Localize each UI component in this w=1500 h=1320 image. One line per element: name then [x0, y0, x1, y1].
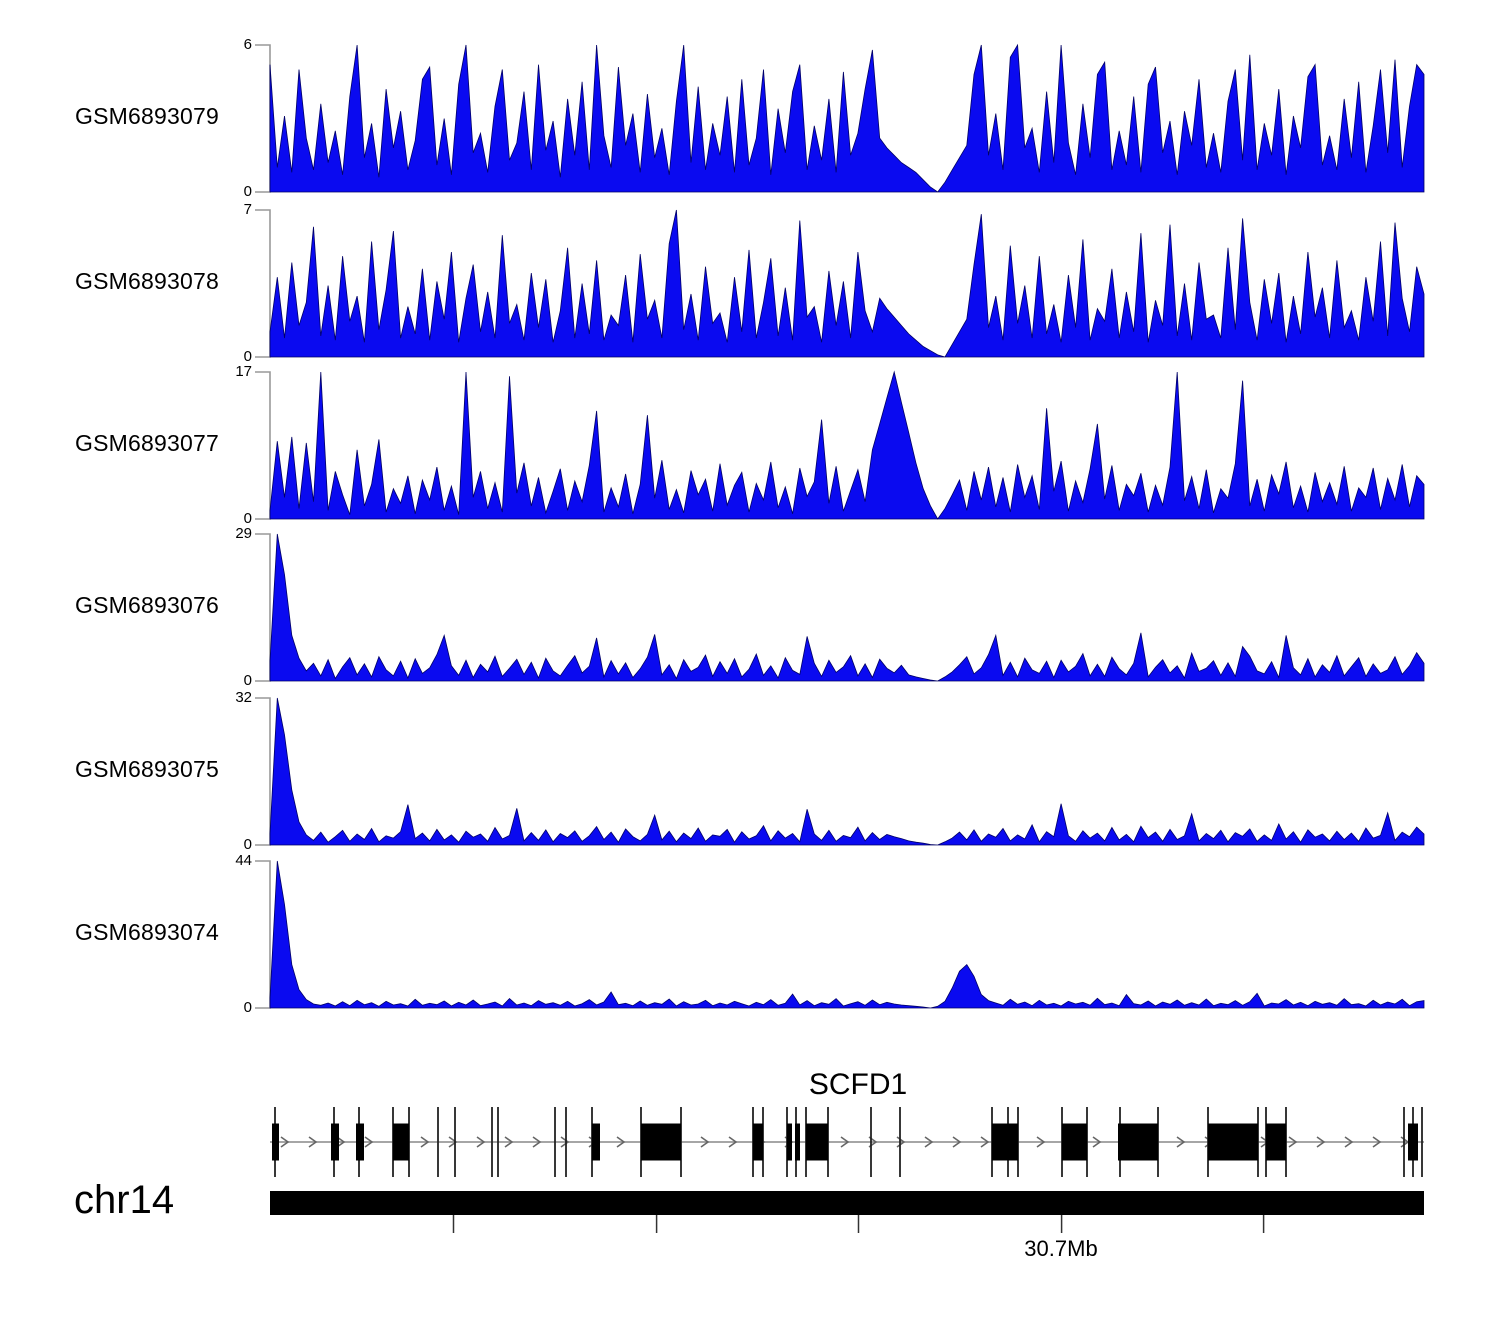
coverage-track-GSM6893076	[255, 533, 1425, 682]
track-label-GSM6893076: GSM6893076	[75, 592, 219, 618]
y-zero-label: 0	[243, 183, 252, 200]
strand-arrow-icon	[1288, 1136, 1298, 1148]
exon-box	[1408, 1123, 1418, 1161]
exon-box	[795, 1123, 800, 1161]
strand-arrow-icon	[616, 1136, 626, 1148]
strand-arrow-icon	[308, 1136, 318, 1148]
exon-box	[806, 1123, 828, 1161]
exon-box	[1208, 1123, 1258, 1161]
track-label-GSM6893078: GSM6893078	[75, 268, 219, 294]
exon-box	[356, 1123, 364, 1161]
exon-box	[393, 1123, 409, 1161]
strand-arrow-icon	[532, 1136, 542, 1148]
y-zero-label: 0	[243, 999, 252, 1016]
strand-arrow-icon	[476, 1136, 486, 1148]
strand-arrow-icon	[1372, 1136, 1382, 1148]
coverage-area	[269, 370, 1425, 520]
track-label-GSM6893074: GSM6893074	[75, 919, 219, 945]
y-zero-label: 0	[243, 510, 252, 527]
track-label-GSM6893077: GSM6893077	[75, 430, 219, 456]
coverage-track-GSM6893079	[255, 43, 1425, 193]
gene-name-label: SCFD1	[808, 1068, 908, 1101]
strand-arrow-icon	[700, 1136, 710, 1148]
exon-box	[331, 1123, 339, 1161]
strand-arrow-icon	[924, 1136, 934, 1148]
track-label-GSM6893075: GSM6893075	[75, 756, 219, 782]
coverage-area	[269, 209, 1425, 358]
strand-arrow-icon	[1092, 1136, 1102, 1148]
y-zero-label: 0	[243, 836, 252, 853]
y-axis	[255, 533, 271, 682]
exon-box	[753, 1123, 763, 1161]
strand-arrow-icon	[364, 1136, 374, 1148]
y-axis	[255, 860, 271, 1009]
exon-box	[272, 1123, 279, 1161]
y-axis	[255, 697, 271, 846]
y-axis	[255, 44, 271, 193]
strand-arrow-icon	[280, 1136, 290, 1148]
exon-box	[787, 1123, 792, 1161]
strand-arrow-icon	[980, 1136, 990, 1148]
strand-arrow-icon	[840, 1136, 850, 1148]
exon-box	[641, 1123, 681, 1161]
strand-arrow-icon	[448, 1136, 458, 1148]
coverage-track-GSM6893074	[255, 860, 1425, 1009]
y-max-label: 29	[235, 525, 252, 542]
coverage-area	[269, 533, 1425, 682]
exon-box	[1266, 1123, 1286, 1161]
coverage-area	[269, 43, 1425, 193]
coverage-track-GSM6893075	[255, 697, 1425, 846]
chromosome-ideogram	[270, 1191, 1424, 1233]
strand-arrow-icon	[336, 1136, 346, 1148]
y-axis	[255, 371, 271, 520]
strand-arrow-icon	[504, 1136, 514, 1148]
ideogram-bar	[270, 1191, 1424, 1215]
y-max-label: 7	[243, 201, 252, 218]
exon-box	[592, 1123, 600, 1161]
strand-arrow-icon	[1344, 1136, 1354, 1148]
y-axis	[255, 209, 271, 358]
strand-arrow-icon	[1316, 1136, 1326, 1148]
y-max-label: 17	[235, 363, 252, 380]
strand-arrow-icon	[1176, 1136, 1186, 1148]
coverage-track-GSM6893077	[255, 370, 1425, 520]
coverage-track-GSM6893078	[255, 209, 1425, 358]
coverage-area	[269, 697, 1425, 846]
strand-arrow-icon	[728, 1136, 738, 1148]
y-max-label: 44	[235, 852, 252, 869]
track-label-GSM6893079: GSM6893079	[75, 103, 219, 129]
strand-arrow-icon	[952, 1136, 962, 1148]
y-max-label: 32	[235, 689, 252, 706]
exon-box	[1062, 1123, 1087, 1161]
strand-arrow-icon	[1036, 1136, 1046, 1148]
exon-box	[992, 1123, 1018, 1161]
y-max-label: 6	[243, 36, 252, 53]
exon-box	[1118, 1123, 1158, 1161]
position-tick-label: 30.7Mb	[1024, 1236, 1098, 1261]
strand-arrow-icon	[420, 1136, 430, 1148]
y-zero-label: 0	[243, 348, 252, 365]
gene-model-SCFD1	[270, 1107, 1424, 1177]
coverage-area	[269, 860, 1425, 1009]
chromosome-label: chr14	[74, 1178, 175, 1222]
y-zero-label: 0	[243, 672, 252, 689]
strand-arrow-icon	[560, 1136, 570, 1148]
